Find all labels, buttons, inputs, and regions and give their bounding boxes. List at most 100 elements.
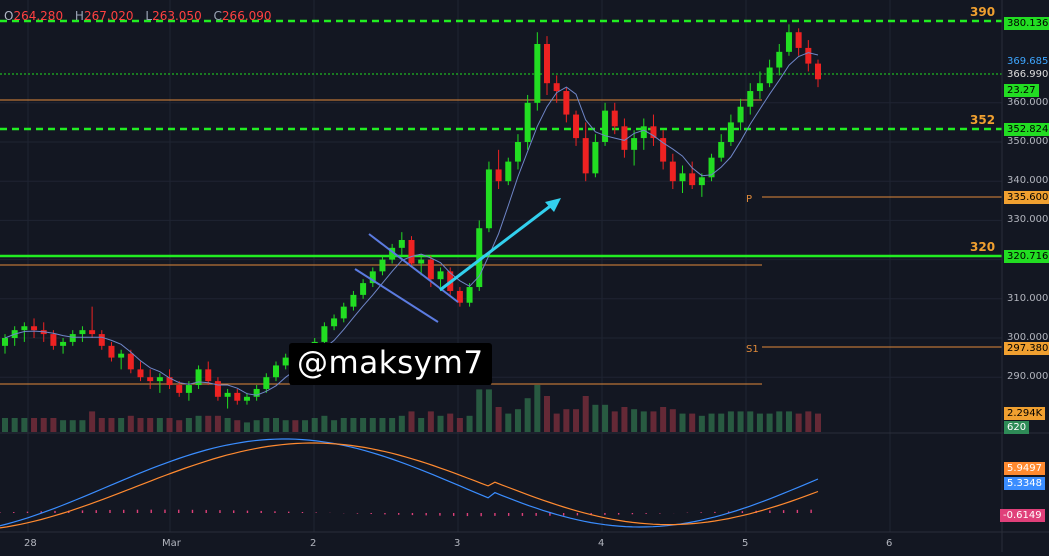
volume-bar: [418, 418, 425, 432]
volume-bar: [331, 420, 338, 432]
candle-body: [50, 334, 57, 346]
candle-body: [708, 157, 715, 178]
candle-body: [563, 91, 570, 115]
macd-value-tag: 5.9497: [1004, 462, 1045, 475]
volume-bar: [166, 418, 173, 432]
y-tick-label: 350.000: [1007, 136, 1049, 147]
volume-bar: [302, 420, 309, 432]
ohlc-h-value: 267.020: [83, 9, 134, 23]
volume-bar: [60, 420, 67, 432]
y-tick-label: 290.000: [1007, 371, 1049, 383]
volume-bar: [31, 418, 38, 432]
candle-body: [98, 334, 105, 346]
price-tag: 335.600: [1004, 191, 1049, 204]
volume-bar: [456, 418, 463, 432]
y-tick-label: 300.000: [1007, 332, 1049, 343]
level-label: 320: [970, 240, 996, 254]
volume-bar: [640, 411, 647, 432]
volume-bar: [650, 411, 657, 432]
candlestick-series: [2, 24, 821, 409]
candle-body: [437, 271, 444, 280]
macd-panel: [0, 438, 819, 529]
candle-body: [611, 110, 618, 127]
candle-body: [747, 91, 754, 107]
candle-body: [524, 102, 531, 142]
volume-bar: [282, 420, 289, 432]
volume-bar: [205, 415, 212, 432]
price-tag: 380.136: [1004, 17, 1049, 30]
volume-bar: [476, 389, 483, 432]
volume-bar: [727, 411, 734, 432]
x-tick-label: 4: [598, 538, 605, 549]
candle-body: [389, 247, 396, 260]
volume-bar: [156, 418, 163, 432]
ohlc-c-label: C: [213, 9, 222, 23]
candle-body: [398, 240, 405, 248]
trend-arrow-head: [545, 198, 561, 212]
volume-bar: [69, 420, 76, 432]
volume-bar: [147, 418, 154, 432]
x-tick-label: Mar: [162, 538, 181, 549]
volume-bar: [756, 413, 763, 432]
volume-bar: [234, 420, 241, 432]
candle-body: [776, 51, 783, 68]
volume-bar: [389, 418, 396, 432]
volume-bar: [679, 413, 686, 432]
candle-body: [640, 126, 647, 139]
candle-body: [621, 126, 628, 150]
volume-bar: [534, 385, 541, 432]
volume-bar: [621, 407, 628, 432]
volume-bar: [224, 418, 231, 432]
volume-bar: [592, 404, 599, 432]
candle-body: [785, 32, 792, 52]
candle-body: [2, 338, 8, 346]
volume-bar: [118, 418, 125, 432]
volume-bar: [447, 413, 454, 432]
candle-body: [282, 357, 289, 366]
x-tick-label: 3: [454, 538, 461, 549]
volume-bar: [689, 413, 696, 432]
volume-bar: [805, 411, 812, 432]
ohlc-c-value: 266.090: [221, 9, 272, 23]
candle-body: [89, 330, 96, 335]
candle-body: [544, 44, 550, 84]
channel-line-lower: [354, 268, 439, 323]
candle-body: [427, 259, 434, 280]
candle-body: [727, 122, 734, 142]
candle-body: [660, 138, 667, 162]
volume-bar: [544, 396, 550, 432]
candle-body: [350, 294, 357, 307]
volume-bar: [631, 409, 638, 432]
volume-bar: [127, 415, 134, 432]
volume-bar: [2, 418, 8, 432]
candle-body: [60, 341, 67, 346]
candle-body: [263, 377, 270, 389]
price-tag: 2.294K: [1004, 407, 1046, 420]
price-tag: 320.716: [1004, 250, 1049, 263]
candle-body: [108, 345, 115, 358]
candle-body: [679, 173, 686, 182]
ohlc-readout: O264.280 H267.020 L263.050 C266.090: [4, 9, 272, 23]
volume-bar: [660, 407, 667, 432]
moving-average-line: [4, 52, 819, 396]
volume-bar: [466, 415, 473, 432]
candle-body: [369, 271, 376, 284]
y-tick-label: 310.000: [1007, 292, 1049, 304]
level-label: 352: [970, 113, 996, 127]
volume-bar: [98, 418, 105, 432]
volume-bar: [408, 411, 415, 432]
price-tag: 620: [1004, 421, 1030, 434]
price-tag: 369.685: [1004, 55, 1049, 68]
volume-bar: [243, 422, 250, 432]
volume-bar: [398, 415, 405, 432]
volume-bar: [369, 418, 376, 432]
volume-bar: [698, 415, 705, 432]
candle-body: [321, 326, 328, 342]
trend-drawings: [354, 198, 561, 323]
volume-bar: [485, 389, 492, 432]
volume-bar: [253, 420, 260, 432]
candle-body: [815, 63, 821, 80]
volume-bar: [437, 415, 444, 432]
